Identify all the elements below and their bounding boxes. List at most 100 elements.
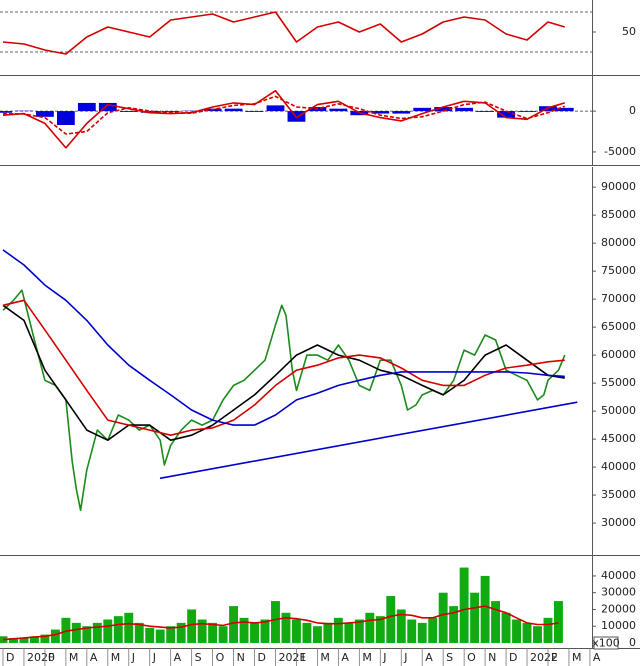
x-tick-label: M (320, 651, 330, 664)
bar (555, 107, 574, 112)
x-tick-label: M (362, 651, 372, 664)
bar (92, 622, 102, 643)
bar (0, 111, 12, 113)
y-tick-label: 20000 (601, 602, 636, 615)
bar (113, 616, 123, 643)
x-tick-label: M (69, 651, 79, 664)
bar (434, 107, 453, 112)
bar (522, 622, 532, 643)
bar (329, 108, 348, 112)
x-tick-label: A (593, 651, 601, 664)
y-tick-label: 80000 (601, 236, 636, 249)
bar (396, 609, 406, 643)
bar (56, 111, 75, 125)
series-line (2, 299, 565, 436)
x-tick-label: F (551, 651, 557, 664)
x-tick-label: A (90, 651, 98, 664)
bar (124, 612, 134, 643)
bar (533, 626, 542, 643)
y-tick-label: 50000 (601, 404, 636, 417)
bar (245, 111, 264, 112)
y-tick-label: 50 (622, 25, 636, 38)
bar (218, 626, 228, 643)
y-tick-label: 35000 (601, 488, 636, 501)
x-tick-label: A (425, 651, 433, 664)
x-tick-label: M (111, 651, 121, 664)
bar (512, 619, 521, 643)
x-tick-label: M (572, 651, 582, 664)
series-line (2, 249, 565, 426)
y-tick-label: 65000 (601, 320, 636, 333)
bar (291, 619, 301, 643)
bar (103, 619, 113, 643)
bar (455, 107, 474, 112)
x-tick-label: D (258, 651, 266, 664)
bar (134, 622, 144, 643)
x-tick-label: D (509, 651, 517, 664)
bar (470, 592, 480, 643)
y-tick-label: 30000 (601, 586, 636, 599)
bar (98, 102, 117, 112)
bar (82, 626, 92, 643)
bar (36, 111, 54, 117)
y-tick-label: 55000 (601, 376, 636, 389)
x-tick-label: S (195, 651, 202, 664)
bar (155, 629, 165, 643)
bar (428, 617, 438, 643)
y-tick-label: 45000 (601, 432, 636, 445)
x-tick-label: F (299, 651, 305, 664)
bar (161, 111, 180, 112)
bar (375, 616, 385, 643)
bar (19, 637, 29, 643)
bar (438, 592, 448, 643)
bar (266, 105, 285, 112)
x-tick-label: D (6, 651, 14, 664)
bar (365, 612, 375, 643)
bar (344, 622, 354, 643)
unit-box (593, 636, 619, 650)
bar (476, 111, 495, 112)
series-line (2, 304, 565, 441)
bar (9, 637, 18, 643)
x-tick-label: S (446, 651, 453, 664)
bar (354, 619, 364, 643)
y-tick-label: -5000 (604, 145, 636, 158)
bar (459, 567, 469, 643)
y-tick-label: 70000 (601, 292, 636, 305)
unit-label: x100 (592, 637, 620, 650)
bar (333, 617, 343, 643)
bar (40, 634, 50, 643)
series-line (2, 95, 566, 135)
bar (239, 617, 249, 643)
bar (386, 596, 396, 643)
x-tick-label: A (341, 651, 349, 664)
bar (224, 108, 243, 112)
x-tick-label: J (403, 651, 407, 664)
bar (187, 609, 197, 643)
series-line (2, 289, 566, 511)
series-line (2, 11, 566, 55)
bar (449, 606, 459, 643)
y-tick-label: 75000 (601, 264, 636, 277)
y-tick-label: 40000 (601, 569, 636, 582)
bar (501, 612, 511, 643)
bar (417, 622, 427, 643)
series-line (2, 89, 566, 149)
x-tick-label: 2021 (278, 651, 306, 664)
y-tick-label: 60000 (601, 348, 636, 361)
bar (119, 111, 138, 112)
bar (491, 601, 501, 643)
y-tick-label: 30000 (601, 516, 636, 529)
bar (312, 626, 322, 643)
y-tick-label: 90000 (601, 180, 636, 193)
x-tick-label: J (152, 651, 156, 664)
bar (197, 619, 207, 643)
bar (71, 622, 81, 643)
bar (554, 601, 563, 643)
x-tick-label: O (467, 651, 476, 664)
x-tick-label: A (174, 651, 182, 664)
bar (480, 575, 490, 643)
y-tick-label: 0 (629, 636, 636, 649)
bar (166, 626, 176, 643)
